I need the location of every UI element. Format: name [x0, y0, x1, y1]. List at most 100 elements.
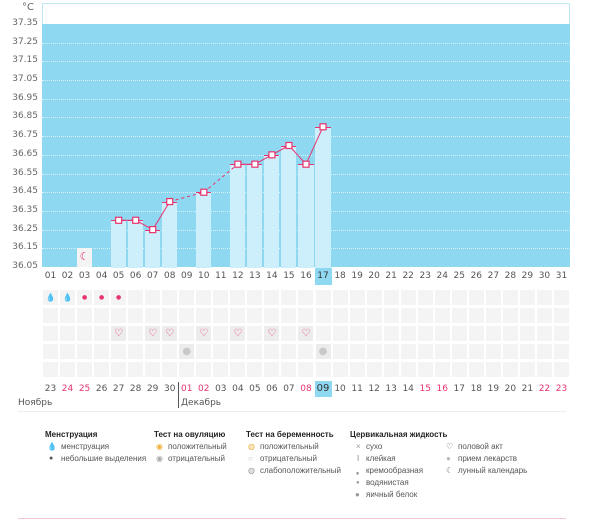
event-cell[interactable] [145, 290, 161, 305]
event-cell[interactable] [230, 290, 246, 305]
event-cell[interactable] [502, 362, 518, 377]
day-label[interactable]: 29 [521, 271, 534, 281]
event-cell[interactable] [60, 344, 76, 359]
day-label[interactable]: 11 [215, 271, 227, 281]
heart-icon[interactable]: ♡ [145, 326, 161, 341]
data-point[interactable] [166, 197, 174, 206]
event-cell[interactable] [77, 362, 93, 377]
event-cell[interactable] [468, 362, 484, 377]
event-cell[interactable] [553, 326, 569, 341]
day-label[interactable]: 23 [419, 271, 431, 281]
event-cell[interactable] [434, 308, 450, 323]
event-cell[interactable] [145, 344, 161, 359]
event-cell[interactable] [332, 344, 348, 359]
event-cell[interactable] [213, 344, 229, 359]
event-cell[interactable] [247, 326, 263, 341]
event-cell[interactable] [553, 308, 569, 323]
event-cell[interactable] [213, 290, 229, 305]
day-label[interactable]: 22 [402, 271, 414, 281]
event-cell[interactable] [77, 326, 93, 341]
event-cell[interactable] [400, 326, 416, 341]
event-cell[interactable] [536, 362, 552, 377]
event-cell[interactable] [128, 308, 144, 323]
event-cell[interactable] [298, 308, 314, 323]
event-cell[interactable] [230, 362, 246, 377]
event-cell[interactable] [315, 362, 331, 377]
data-point[interactable] [200, 188, 208, 196]
day-label[interactable]: 20 [368, 271, 380, 281]
day-label[interactable]: 01 [44, 271, 57, 281]
event-cell[interactable] [111, 308, 127, 323]
event-cell[interactable] [366, 326, 382, 341]
day-label[interactable]: 05 [112, 271, 125, 281]
day-label[interactable]: 10 [198, 271, 210, 281]
event-cell[interactable] [485, 326, 501, 341]
event-cell[interactable] [502, 326, 518, 341]
day-label[interactable]: 24 [436, 271, 448, 281]
event-cell[interactable] [536, 326, 552, 341]
spotting-icon[interactable]: ● [111, 290, 127, 305]
event-cell[interactable] [43, 308, 58, 323]
day-label[interactable]: 19 [351, 271, 363, 281]
event-cell[interactable] [230, 344, 246, 359]
event-cell[interactable] [94, 326, 110, 341]
event-cell[interactable] [451, 344, 467, 359]
event-cell[interactable] [179, 290, 195, 305]
day-label[interactable]: 09 [181, 271, 193, 281]
event-cell[interactable] [111, 344, 127, 359]
event-cell[interactable] [519, 290, 535, 305]
event-cell[interactable] [128, 362, 144, 377]
event-cell[interactable] [383, 326, 399, 341]
event-cell[interactable] [468, 290, 484, 305]
event-cell[interactable] [230, 308, 246, 323]
day-label[interactable]: 25 [453, 271, 465, 281]
event-cell[interactable] [383, 344, 399, 359]
event-cell[interactable] [145, 308, 161, 323]
event-cell[interactable] [349, 344, 365, 359]
event-cell[interactable] [77, 344, 93, 359]
event-cell[interactable] [179, 308, 195, 323]
event-cell[interactable] [400, 290, 416, 305]
event-cell[interactable] [366, 362, 382, 377]
event-cell[interactable] [417, 344, 433, 359]
event-cell[interactable] [247, 290, 263, 305]
event-cell[interactable] [179, 362, 195, 377]
event-cell[interactable] [485, 290, 501, 305]
event-cell[interactable] [451, 290, 467, 305]
event-cell[interactable] [400, 308, 416, 323]
event-cell[interactable] [247, 344, 263, 359]
day-label[interactable]: 15 [283, 271, 295, 281]
event-cell[interactable] [536, 308, 552, 323]
event-cell[interactable] [536, 344, 552, 359]
data-point[interactable] [268, 151, 276, 159]
event-cell[interactable] [417, 326, 433, 341]
event-cell[interactable] [553, 344, 569, 359]
day-label[interactable]: 26 [470, 271, 483, 281]
event-cell[interactable] [213, 326, 229, 341]
event-cell[interactable] [281, 326, 297, 341]
heart-icon[interactable]: ♡ [162, 326, 178, 341]
event-cell[interactable] [281, 362, 297, 377]
event-cell[interactable] [349, 326, 365, 341]
event-cell[interactable] [281, 308, 297, 323]
event-cell[interactable] [400, 362, 416, 377]
day-label[interactable]: 31 [555, 271, 568, 281]
event-cell[interactable] [264, 290, 280, 305]
event-cell[interactable] [162, 344, 178, 359]
data-point[interactable] [285, 141, 293, 150]
event-cell[interactable] [60, 308, 76, 323]
menstruation-icon[interactable]: 💧 [60, 290, 76, 305]
event-cell[interactable] [281, 344, 297, 359]
event-cell[interactable] [366, 290, 382, 305]
event-cell[interactable] [145, 362, 161, 377]
event-cell[interactable] [468, 344, 484, 359]
heart-icon[interactable]: ♡ [196, 326, 212, 341]
event-cell[interactable] [434, 362, 450, 377]
data-point[interactable] [149, 226, 157, 234]
event-cell[interactable] [383, 308, 399, 323]
event-cell[interactable] [519, 308, 535, 323]
event-cell[interactable] [43, 362, 58, 377]
event-cell[interactable] [519, 344, 535, 359]
event-cell[interactable] [485, 362, 501, 377]
event-cell[interactable] [315, 326, 331, 341]
